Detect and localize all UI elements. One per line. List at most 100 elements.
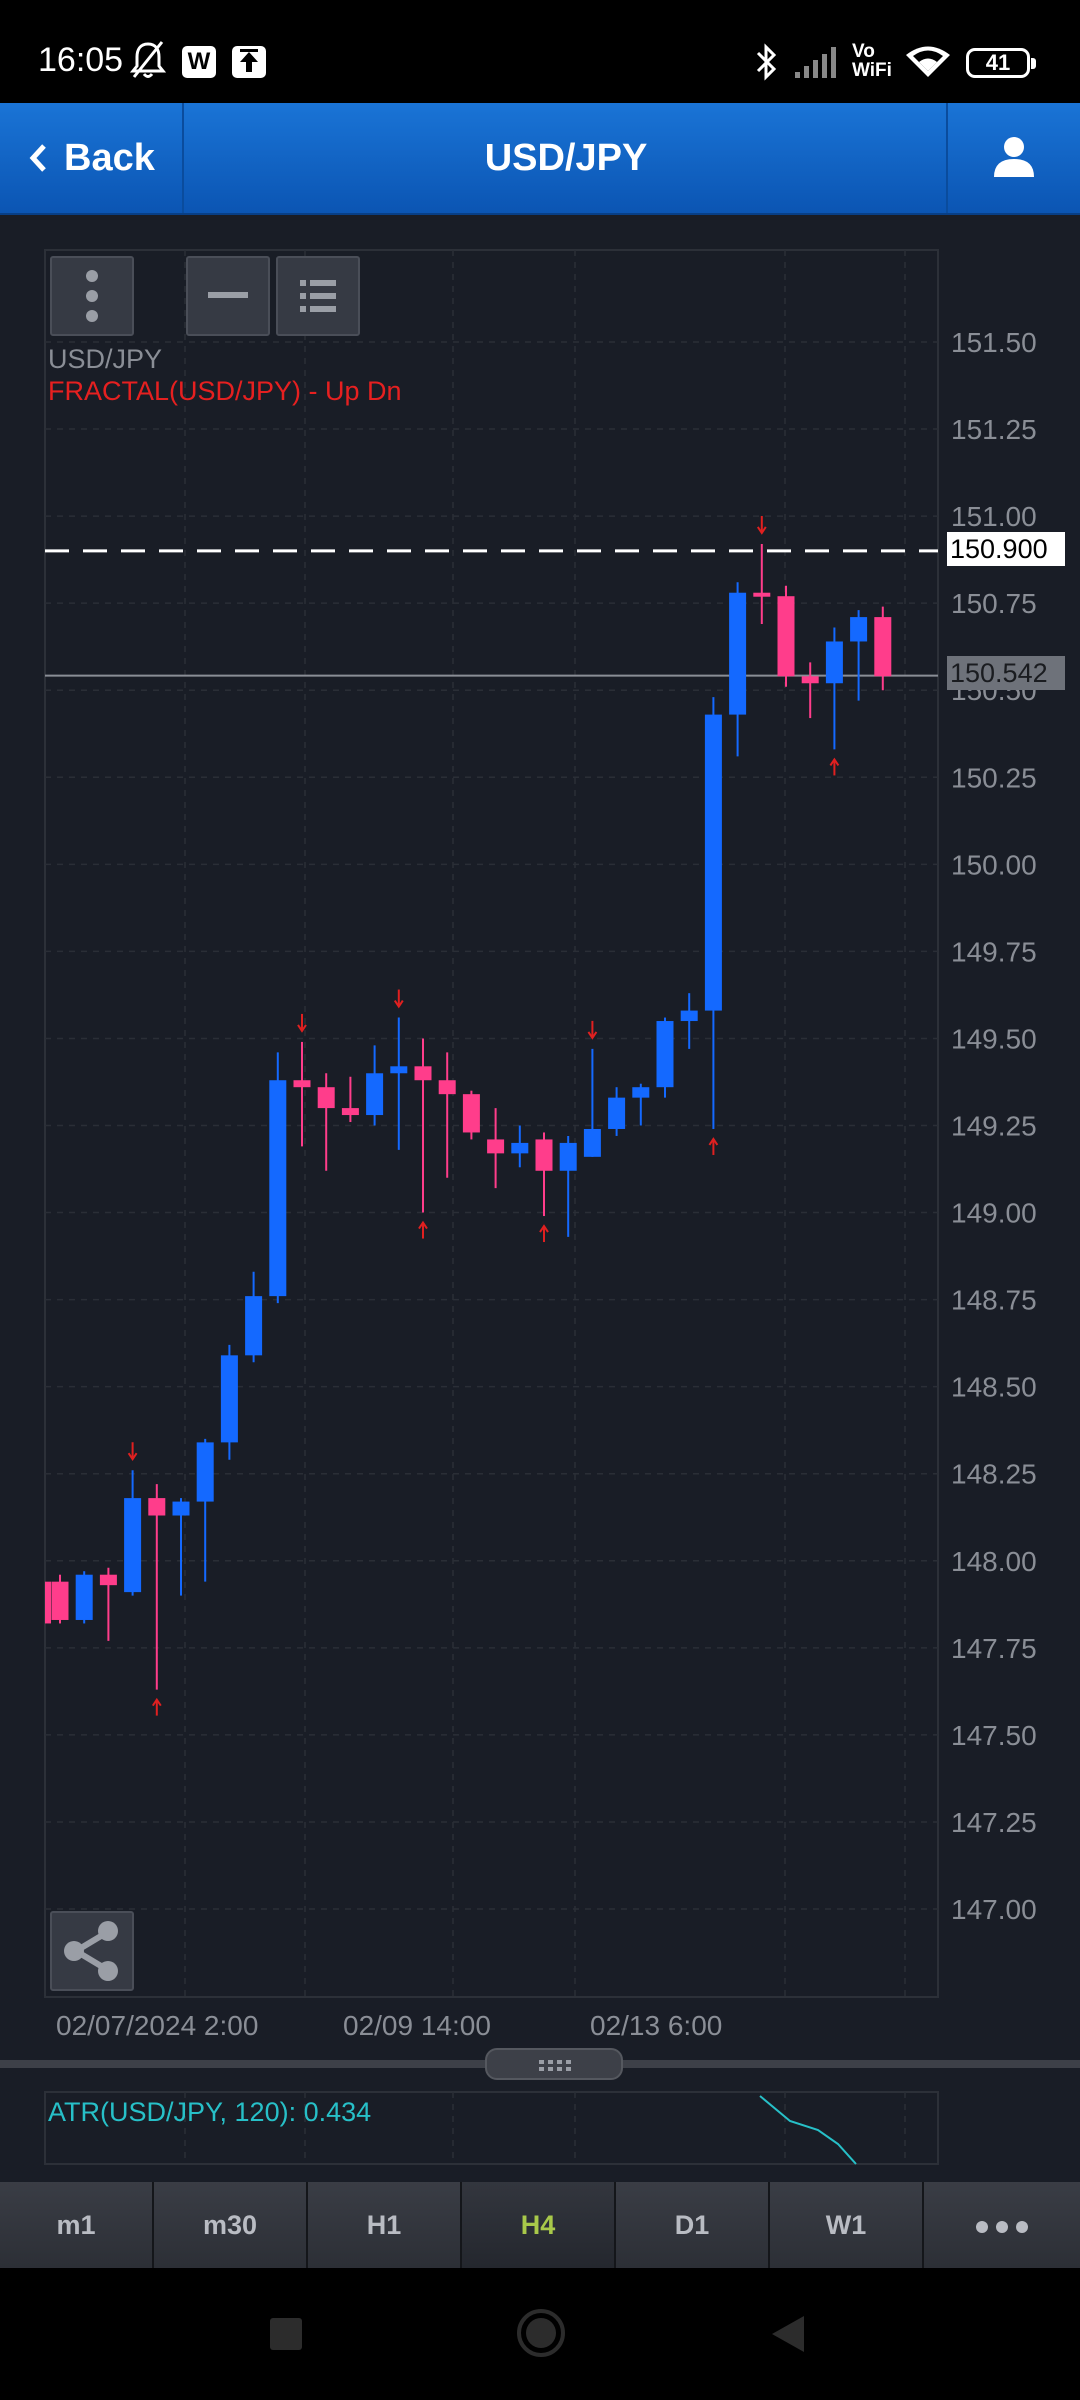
fractal-down-marker (587, 1020, 598, 1040)
candle (293, 1041, 311, 1147)
more-timeframes-button[interactable] (924, 2182, 1080, 2268)
candle-body (656, 1021, 674, 1088)
panel-resize-handle[interactable] (485, 2048, 623, 2080)
chart-area[interactable] (0, 215, 1080, 2182)
candle (390, 1017, 408, 1150)
candle-body (51, 1581, 69, 1620)
atr-legend: ATR(USD/JPY, 120): 0.434 (48, 2097, 372, 2127)
candle-body (753, 592, 771, 597)
candle-body (535, 1139, 553, 1171)
upload-badge-icon (232, 46, 266, 78)
candle (874, 606, 892, 691)
minus-icon (208, 292, 248, 298)
candle-body (487, 1139, 505, 1154)
candle-body (874, 617, 892, 677)
fractal-legend: FRACTAL(USD/JPY) - Up Dn (48, 376, 402, 406)
list-icon (300, 280, 336, 312)
candle-body (390, 1066, 408, 1074)
timeframe-m1[interactable]: m1 (0, 2182, 154, 2268)
candle-body (341, 1108, 359, 1116)
candle-body (632, 1087, 650, 1098)
candle-body (172, 1501, 190, 1516)
chevron-left-icon (29, 144, 46, 172)
candle (487, 1108, 505, 1189)
last-price-tag: 150.542 (947, 656, 1065, 690)
atr-line (759, 2095, 857, 2165)
candle-body (511, 1142, 529, 1154)
timeframe-d1[interactable]: D1 (616, 2182, 770, 2268)
candle-partial (45, 1581, 51, 1624)
candle (801, 662, 819, 719)
vowifi-indicator: Vo WiFi (852, 41, 892, 81)
plot-frame (44, 249, 939, 1998)
candle-body (124, 1498, 142, 1593)
share-icon (64, 1921, 118, 1981)
back-button[interactable]: Back (0, 103, 184, 213)
candle-body (850, 617, 868, 642)
candle (511, 1125, 529, 1168)
timeframe-w1[interactable]: W1 (770, 2182, 924, 2268)
status-time: 16:05 (38, 41, 124, 79)
candle (850, 610, 868, 701)
recents-icon[interactable] (268, 2316, 304, 2352)
x-axis-label: 02/13 6:00 (590, 2010, 722, 2041)
candle (366, 1045, 384, 1126)
candle (148, 1484, 166, 1690)
y-tick-label: 150.25 (951, 762, 1037, 793)
y-tick-label: 150.00 (951, 849, 1037, 880)
candle (51, 1574, 69, 1624)
y-tick-label: 150.75 (951, 588, 1037, 619)
indicator-list-button[interactable] (276, 256, 360, 336)
timeframe-bar: m1 m30 H1 H4 D1 W1 (0, 2182, 1080, 2268)
timeframe-m30[interactable]: m30 (154, 2182, 308, 2268)
candle-body (801, 676, 819, 684)
y-tick-label: 151.25 (951, 414, 1037, 445)
fractal-up-marker (829, 757, 840, 776)
candle (777, 585, 795, 687)
page-title: USD/JPY (484, 137, 648, 179)
candle-body (825, 641, 843, 684)
x-axis-label: 02/09 14:00 (343, 2010, 491, 2041)
candle (317, 1073, 335, 1171)
price-chart[interactable]: 151.50151.25151.00150.75150.50150.25150.… (0, 0, 1080, 2182)
back-nav-icon[interactable] (770, 2314, 806, 2354)
more-vertical-icon (86, 270, 98, 322)
draw-line-button[interactable] (186, 256, 270, 336)
candle-body (75, 1574, 93, 1620)
candle-body (245, 1296, 263, 1356)
fractal-up-marker (708, 1137, 719, 1155)
candle-body (269, 1080, 287, 1297)
y-tick-label: 149.25 (951, 1111, 1037, 1142)
share-button[interactable] (50, 1911, 134, 1991)
candle (608, 1087, 626, 1136)
candle (438, 1052, 456, 1178)
candle (172, 1498, 190, 1596)
candle-body (462, 1094, 480, 1133)
y-tick-label: 147.00 (951, 1894, 1037, 1925)
app-bar: Back USD/JPY (0, 103, 1080, 215)
fractal-up-marker (418, 1220, 428, 1239)
candle-body (438, 1080, 456, 1095)
back-label: Back (64, 137, 155, 179)
status-bar: 16:05 W Vo WiFi 41 (0, 0, 1080, 103)
home-icon[interactable] (516, 2308, 566, 2358)
candle (99, 1567, 117, 1641)
bell-off-icon (129, 40, 167, 85)
reference-price-tag: 150.900 (947, 532, 1065, 566)
y-tick-label: 149.50 (951, 1023, 1037, 1054)
profile-button[interactable] (946, 103, 1080, 213)
system-nav-bar (0, 2268, 1080, 2400)
chart-menu-button[interactable] (50, 256, 134, 336)
candle-body (559, 1142, 577, 1171)
y-tick-label: 147.75 (951, 1633, 1037, 1664)
signal-icon (794, 44, 842, 85)
y-tick-label: 148.00 (951, 1546, 1037, 1577)
user-icon (994, 137, 1034, 177)
candle (269, 1052, 287, 1304)
y-tick-label: 147.25 (951, 1807, 1037, 1838)
grip-icon (539, 2060, 571, 2071)
timeframe-h4[interactable]: H4 (462, 2182, 616, 2268)
timeframe-h1[interactable]: H1 (308, 2182, 462, 2268)
fractal-down-marker (127, 1442, 138, 1462)
candle-body (414, 1066, 432, 1081)
